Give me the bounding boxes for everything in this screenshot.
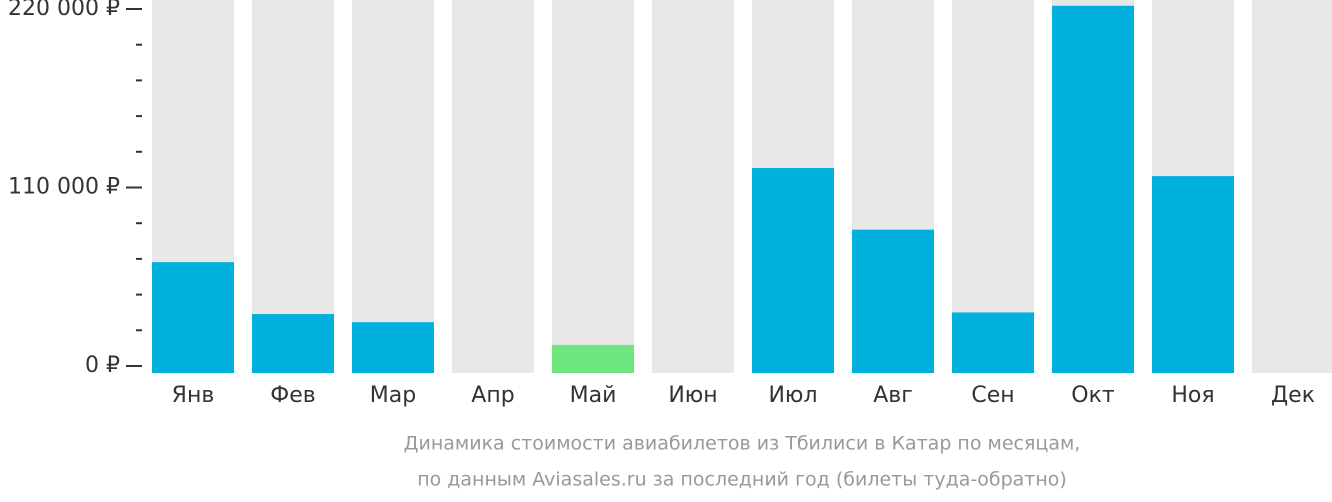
bar-background (652, 0, 734, 373)
bar-background (352, 0, 434, 373)
y-tick-label: 220 000 ₽ (8, 0, 120, 21)
bar-background (952, 0, 1034, 373)
x-tick-label: Сен (971, 383, 1014, 408)
bar (152, 262, 234, 373)
bar (552, 344, 634, 373)
bar (252, 314, 334, 373)
x-tick-label: Фев (270, 383, 315, 408)
x-tick-label: Май (570, 383, 617, 408)
bar-background (552, 0, 634, 373)
x-tick-label: Июл (768, 383, 817, 408)
bar (752, 168, 834, 373)
x-tick-label: Дек (1271, 383, 1315, 408)
x-tick-label: Авг (873, 383, 913, 408)
x-tick-label: Мар (370, 383, 416, 408)
caption: по данным Aviasales.ru за последний год … (417, 469, 1067, 491)
bar-background (452, 0, 534, 373)
bar (1152, 176, 1234, 373)
bar-background (1252, 0, 1332, 373)
caption: Динамика стоимости авиабилетов из Тбилис… (404, 433, 1081, 455)
x-tick-label: Ноя (1171, 383, 1214, 408)
bar (852, 229, 934, 373)
x-tick-label: Окт (1071, 383, 1115, 408)
x-tick-label: Янв (172, 383, 215, 408)
bar-background (252, 0, 334, 373)
x-tick-label: Июн (668, 383, 717, 408)
x-tick-label: Апр (471, 383, 514, 408)
y-tick-label: 110 000 ₽ (8, 175, 120, 200)
bar (952, 312, 1034, 373)
bar (1052, 5, 1134, 373)
bar (352, 322, 434, 373)
y-tick-label: 0 ₽ (85, 353, 120, 378)
